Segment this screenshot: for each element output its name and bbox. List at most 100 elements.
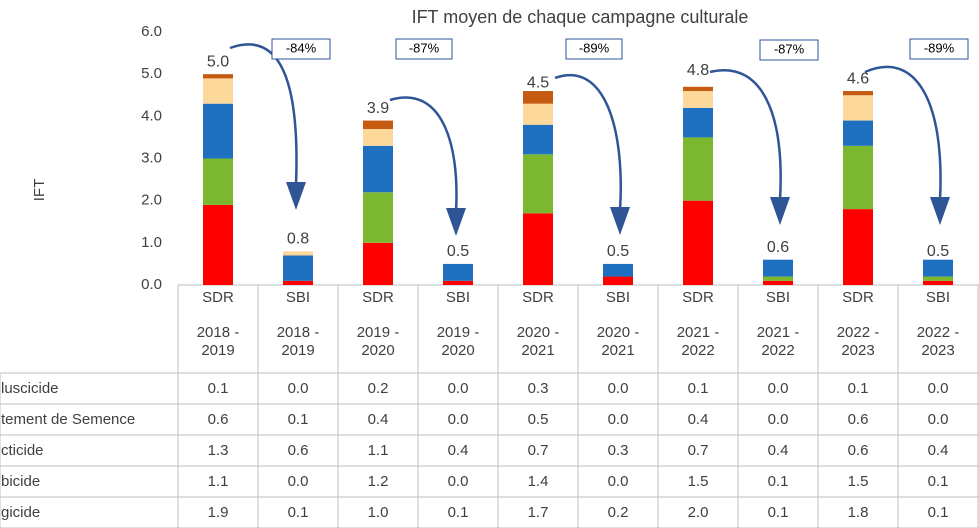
x-tick-label: SBI <box>445 289 471 306</box>
y-tick-label: 4.0 <box>141 107 162 124</box>
annotation: -87% <box>774 41 805 56</box>
bar-segment <box>203 204 233 285</box>
bar-segment <box>523 154 553 214</box>
arrow <box>389 96 458 213</box>
total-label: 0.5 <box>447 243 469 260</box>
legend-label: tement de Semence <box>1 410 136 428</box>
x-tick-label: SDR <box>682 289 714 306</box>
y-tick-label: 5.0 <box>141 65 162 82</box>
table-cell: 1.7 <box>527 503 549 521</box>
table-cell: 0.0 <box>447 472 469 490</box>
bar-segment <box>843 95 873 121</box>
total-label: 4.8 <box>687 62 709 79</box>
arrow-head <box>770 197 790 225</box>
annotation-box <box>759 39 819 61</box>
table-cell: 0.3 <box>607 441 629 459</box>
table-cell: 1.5 <box>847 472 869 490</box>
bar-segment <box>683 91 713 108</box>
x-tick-label: SDR <box>842 289 874 306</box>
total-label: 0.5 <box>927 243 949 260</box>
bar-segment <box>443 280 473 285</box>
table-cell: 0.1 <box>687 379 709 397</box>
x-tick-label: SBI <box>285 289 311 306</box>
bar-segment <box>443 263 473 281</box>
table-cell: 1.2 <box>367 472 389 490</box>
table-cell: 0.1 <box>927 503 949 521</box>
y-axis-label: IFT <box>31 179 48 202</box>
bar-segment <box>363 242 393 285</box>
arrow-head <box>610 207 630 235</box>
total-label: 0.6 <box>767 239 789 256</box>
y-tick-label: 0.0 <box>141 276 162 293</box>
table-cell: 0.0 <box>607 379 629 397</box>
y-tick-label: 6.0 <box>141 23 162 40</box>
legend-label: luscicide <box>1 379 59 397</box>
table-cell: 1.8 <box>847 503 869 521</box>
table-cell: 0.2 <box>607 503 629 521</box>
arrow <box>554 74 622 211</box>
annotation: -89% <box>579 40 610 55</box>
arrow <box>229 43 298 186</box>
legend-label: cticide <box>1 441 44 459</box>
annotation-box <box>271 38 331 60</box>
period-label: 2020 - 2021 <box>516 324 560 359</box>
table-cell: 1.4 <box>527 472 549 490</box>
table-cell: 0.2 <box>367 379 389 397</box>
annotation: -89% <box>924 40 955 55</box>
table-cell: 0.6 <box>287 441 309 459</box>
table-cell: 0.4 <box>367 410 389 428</box>
bar-segment <box>603 276 633 285</box>
period-label: 2019 - 2020 <box>436 324 480 359</box>
bar-segment <box>683 86 713 92</box>
bar-segment <box>683 200 713 285</box>
table-cell: 0.4 <box>447 441 469 459</box>
annotation: -87% <box>409 40 440 55</box>
arrow <box>864 65 942 201</box>
x-tick-label: SBI <box>925 289 951 306</box>
table-cell: 0.1 <box>767 503 789 521</box>
table-cell: 0.1 <box>767 472 789 490</box>
bar-segment <box>363 192 393 243</box>
period-label: 2021 - 2022 <box>756 324 800 359</box>
bar-segment <box>843 91 873 96</box>
total-label: 0.8 <box>287 230 309 247</box>
x-tick-label: SDR <box>202 289 234 306</box>
bar-segment <box>283 251 313 256</box>
bar-segment <box>763 259 793 277</box>
table-cell: 0.6 <box>207 410 229 428</box>
table-cell: 0.7 <box>687 441 709 459</box>
bar-segment <box>363 128 393 146</box>
bar-segment <box>523 213 553 285</box>
table-cell: 0.1 <box>207 379 229 397</box>
bar-segment <box>363 120 393 129</box>
legend-label: bicide <box>1 472 41 490</box>
bar-segment <box>843 145 873 210</box>
table-cell: 0.0 <box>447 379 469 397</box>
total-label: 4.6 <box>847 70 869 87</box>
table-cell: 0.5 <box>527 410 549 428</box>
bar-segment <box>843 120 873 146</box>
bar-segment <box>203 158 233 205</box>
table-cell: 1.1 <box>207 472 229 490</box>
bar-segment <box>523 91 553 104</box>
table-cell: 0.1 <box>287 410 309 428</box>
table-cell: 0.6 <box>847 441 869 459</box>
table-cell: 0.0 <box>287 472 309 490</box>
arrow-heads <box>286 182 950 236</box>
arrows <box>229 43 942 213</box>
total-label: 5.0 <box>207 53 229 70</box>
table-cell: 0.7 <box>527 441 549 459</box>
table-cell: 0.0 <box>767 379 789 397</box>
bar-segment <box>203 74 233 79</box>
period-label: 2020 - 2021 <box>596 324 640 359</box>
table-cell: 0.0 <box>607 472 629 490</box>
arrow-head <box>446 208 466 236</box>
table-cell: 1.0 <box>367 503 389 521</box>
bar-segment <box>763 276 793 281</box>
table-cell: 0.1 <box>847 379 869 397</box>
period-label: 2022 - 2023 <box>916 324 960 359</box>
arrow-head <box>286 182 306 210</box>
period-label: 2018 - 2019 <box>196 324 240 359</box>
